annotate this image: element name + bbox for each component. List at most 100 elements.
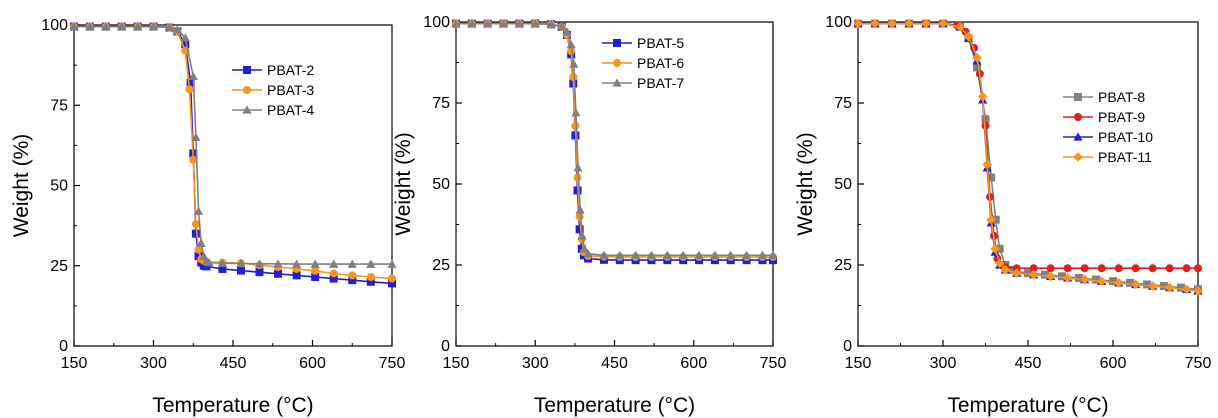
- data-point: [191, 220, 200, 229]
- data-point: [573, 163, 583, 172]
- x-tick-label: 150: [845, 355, 872, 372]
- data-point: [311, 272, 320, 281]
- data-point: [186, 78, 195, 87]
- data-point: [955, 22, 965, 32]
- data-point: [1012, 264, 1021, 273]
- data-point: [1046, 264, 1055, 273]
- data-point: [191, 229, 200, 238]
- chart-panel-1: 150 300 450 600 750 0 25 50 75 100 Temperature (°C…: [10, 17, 405, 417]
- data-point: [1097, 264, 1106, 273]
- legend-swatch-marker: [1073, 152, 1083, 162]
- data-point: [1079, 274, 1090, 285]
- data-point: [1160, 282, 1168, 291]
- data-point: [348, 271, 357, 280]
- data-point: [977, 91, 988, 102]
- data-point: [557, 21, 567, 30]
- data-point: [577, 231, 587, 240]
- data-point: [292, 259, 302, 268]
- data-point: [990, 244, 1000, 254]
- data-point: [69, 22, 79, 31]
- series-PBAT-11: [853, 18, 1203, 296]
- data-point: [1109, 277, 1117, 286]
- legend: PBAT-8 PBAT-9 PBAT-10 PBAT-11: [1063, 89, 1153, 165]
- data-point: [741, 250, 752, 259]
- x-tick-label: 750: [379, 355, 406, 372]
- data-point: [575, 205, 585, 214]
- data-point: [255, 268, 264, 277]
- data-point: [566, 40, 576, 49]
- data-point: [180, 33, 190, 42]
- y-tick-label: 50: [834, 176, 852, 193]
- y-axis-title: Weight (%): [10, 134, 33, 237]
- legend: PBAT-5 PBAT-6 PBAT-7: [602, 35, 684, 91]
- legend: PBAT-2 PBAT-3 PBAT-4: [232, 62, 314, 118]
- data-point: [148, 22, 159, 31]
- data-point: [451, 19, 461, 28]
- data-point: [1075, 273, 1083, 282]
- data-point: [662, 250, 672, 259]
- data-point: [1024, 269, 1032, 278]
- data-point: [1063, 264, 1072, 273]
- data-point: [987, 173, 996, 182]
- data-point: [870, 18, 880, 29]
- x-tick-label: 450: [1015, 355, 1042, 372]
- y-tick-label: 0: [441, 338, 450, 355]
- legend-label: PBAT-11: [1098, 149, 1152, 165]
- data-point: [329, 274, 338, 283]
- x-tick-label: 750: [760, 355, 787, 372]
- plot-frame: [73, 24, 393, 347]
- legend-swatch-marker: [1074, 113, 1082, 121]
- data-point: [181, 40, 190, 49]
- legend-swatch-marker: [613, 59, 621, 67]
- data-point: [1143, 280, 1151, 289]
- y-tick-label: 100: [41, 17, 68, 34]
- data-point: [467, 19, 477, 28]
- data-point: [236, 266, 245, 275]
- x-tick-label: 600: [1100, 355, 1127, 372]
- chart-panel-2: 150 300 450 600 750 0 25 50 75 100 Temperature (°C…: [392, 14, 786, 417]
- data-point: [1194, 264, 1202, 273]
- data-point: [972, 52, 982, 63]
- series-line: [858, 22, 1198, 270]
- data-point: [963, 31, 974, 42]
- data-point: [757, 250, 768, 259]
- data-point: [567, 47, 576, 56]
- y-tick-label: 0: [843, 338, 852, 355]
- series-line: [74, 25, 393, 280]
- data-point: [573, 173, 582, 182]
- data-point: [1181, 284, 1192, 295]
- data-point: [853, 18, 863, 29]
- legend-swatch-marker: [243, 66, 251, 74]
- data-point: [1147, 281, 1158, 291]
- data-point: [1029, 264, 1038, 273]
- series-line: [74, 25, 392, 265]
- data-point: [217, 258, 227, 267]
- data-point: [1165, 264, 1174, 273]
- data-point: [1148, 264, 1157, 273]
- y-tick-label: 50: [50, 178, 68, 195]
- legend-label: PBAT-7: [637, 75, 684, 91]
- y-tick-label: 50: [432, 176, 450, 193]
- data-point: [530, 19, 540, 28]
- data-point: [388, 279, 396, 288]
- legend-label: PBAT-9: [1098, 109, 1145, 125]
- data-point: [973, 63, 981, 72]
- data-point: [726, 250, 736, 259]
- data-point: [117, 22, 127, 31]
- y-tick-label: 75: [834, 95, 852, 112]
- data-point: [85, 22, 95, 31]
- series-PBAT-2: [70, 22, 396, 288]
- data-point: [310, 259, 320, 268]
- data-point: [710, 250, 720, 259]
- data-point: [366, 259, 376, 268]
- data-point: [678, 250, 688, 259]
- legend-label: PBAT-4: [267, 102, 314, 118]
- data-point: [366, 272, 375, 281]
- x-tick-label: 450: [220, 355, 247, 372]
- legend-label: PBAT-8: [1098, 89, 1145, 105]
- x-tick-label: 600: [680, 355, 707, 372]
- legend-swatch-marker: [242, 105, 252, 114]
- x-axis-title: Temperature (°C): [534, 394, 695, 417]
- data-point: [193, 206, 204, 215]
